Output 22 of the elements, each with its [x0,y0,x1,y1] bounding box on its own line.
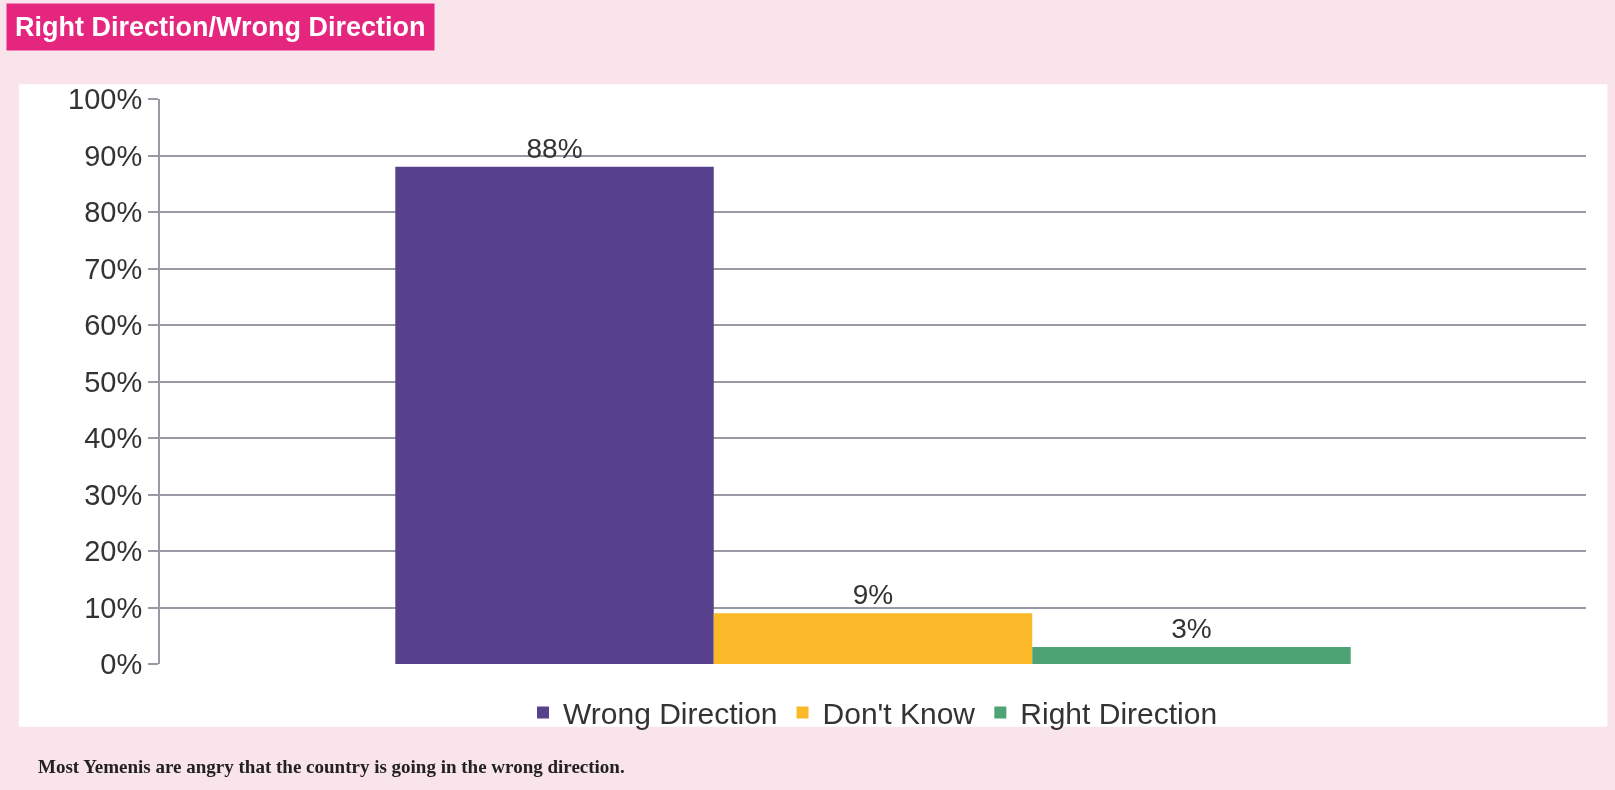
y-tick-label: 80% [84,196,143,229]
data-label: 9% [852,579,894,611]
chart-title: Right Direction/Wrong Direction [15,12,426,42]
data-label: 3% [1171,613,1212,645]
y-tick-label: 0% [100,648,143,681]
y-tick-label: 60% [84,309,143,342]
legend-label: Right Direction [1020,697,1218,731]
y-tick-label: 10% [84,591,143,624]
legend-label: Don't Know [822,697,976,731]
data-label: 88% [526,132,583,164]
legend-label: Wrong Direction [563,697,778,731]
y-tick-label: 30% [84,478,143,511]
y-tick-label: 70% [84,252,143,285]
y-tick-label: 50% [84,365,143,398]
y-tick-label: 40% [84,422,143,455]
bar [395,166,714,664]
y-tick-label: 100% [68,83,143,116]
bar [1032,647,1351,664]
bar [713,613,1033,664]
y-tick-label: 20% [84,535,143,568]
text: Most Yemenis are angry that the country is going in the wrong direction. [38,756,625,777]
y-tick-label: 90% [84,139,143,172]
